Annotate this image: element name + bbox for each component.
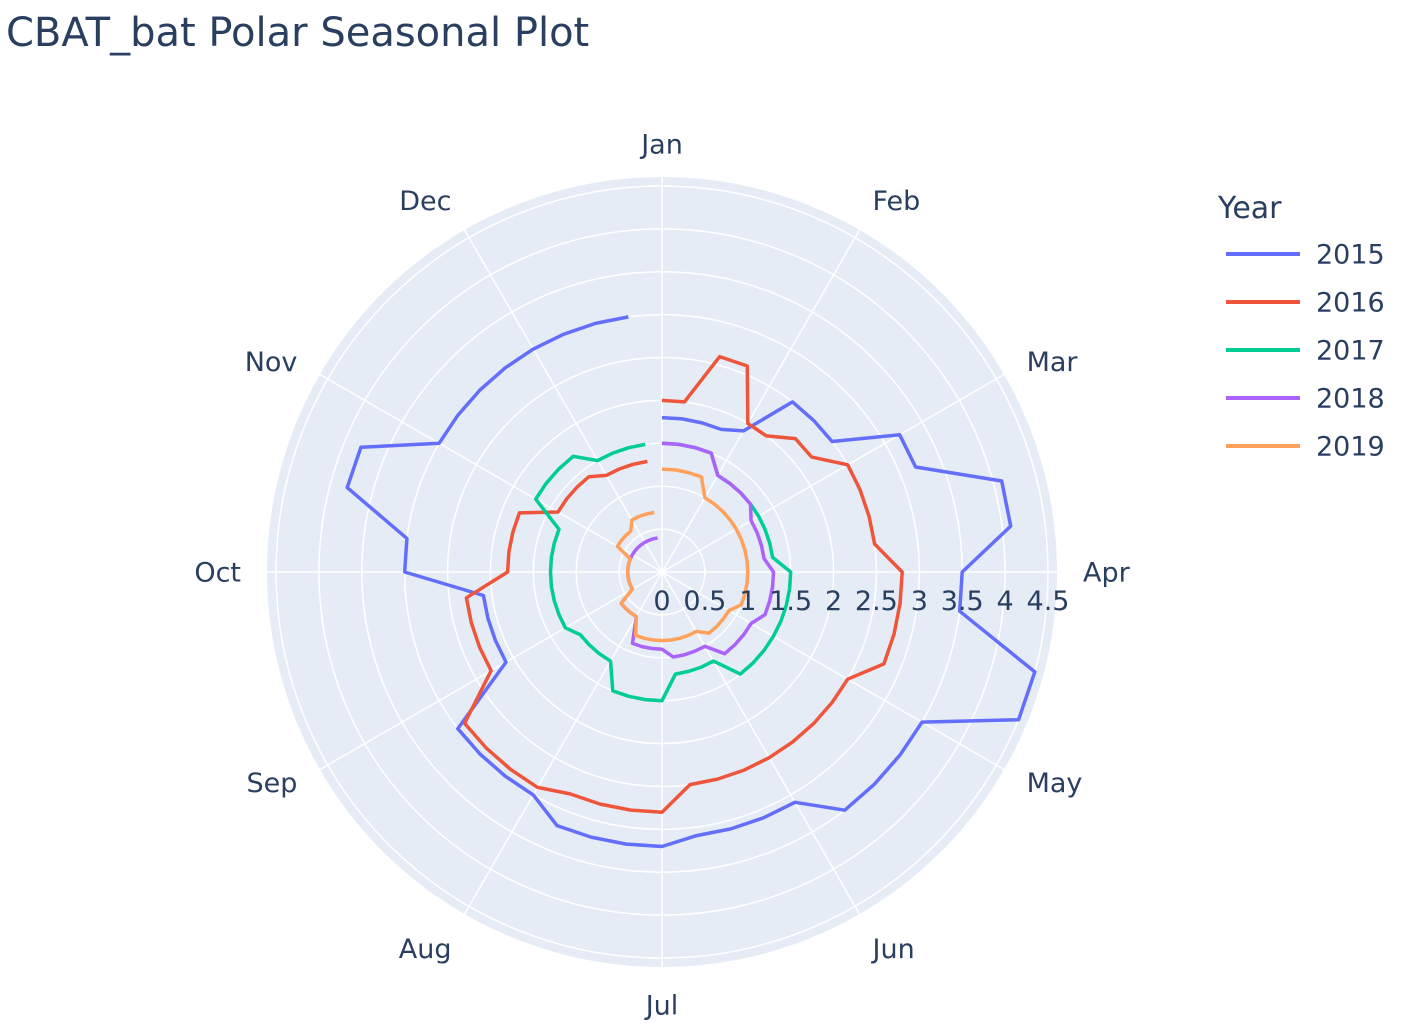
angular-tick-label: Jul bbox=[644, 991, 679, 1022]
legend-item-2018[interactable]: 2018 bbox=[1226, 384, 1385, 415]
radial-tick-label: 2.5 bbox=[855, 586, 898, 617]
radial-tick-label: 0.5 bbox=[683, 586, 726, 617]
radial-tick-label: 4 bbox=[997, 586, 1014, 617]
angular-tick-label: Oct bbox=[194, 557, 241, 588]
angular-tick-label: Aug bbox=[399, 934, 452, 965]
radial-axis-labels: 0 0.5 1 1.5 2 2.5 3 3.5 4 4.5 bbox=[653, 586, 1069, 617]
radial-tick-label: 1.5 bbox=[769, 586, 812, 617]
series-line-2017 bbox=[533, 441, 793, 703]
radial-tick-label: 1 bbox=[739, 586, 756, 617]
angular-tick-label: Feb bbox=[873, 186, 921, 217]
legend-item-2015[interactable]: 2015 bbox=[1226, 240, 1385, 271]
angular-tick-label: Dec bbox=[399, 186, 451, 217]
radial-tick-label: 3 bbox=[911, 586, 928, 617]
legend[interactable]: Year 2015 2016 2017 2018 2019 bbox=[1217, 191, 1385, 463]
angular-gridline bbox=[463, 229, 663, 573]
angular-tick-label: May bbox=[1027, 768, 1083, 799]
angular-gridline bbox=[661, 571, 861, 915]
angular-tick-label: Mar bbox=[1027, 347, 1079, 378]
chart-title: CBAT_bat Polar Seasonal Plot bbox=[6, 10, 590, 56]
angular-gridline bbox=[661, 229, 861, 573]
legend-title: Year bbox=[1217, 191, 1282, 226]
series-line-2019 bbox=[615, 467, 750, 643]
polar-series-group bbox=[345, 315, 1037, 849]
angular-gridline bbox=[661, 373, 1005, 573]
legend-label: 2018 bbox=[1316, 384, 1385, 415]
series-line-2016 bbox=[462, 354, 904, 814]
legend-label: 2016 bbox=[1316, 288, 1385, 319]
legend-label: 2015 bbox=[1316, 240, 1385, 271]
angular-tick-label: Nov bbox=[245, 347, 298, 378]
polar-grid bbox=[267, 177, 1057, 967]
angular-gridline bbox=[463, 571, 663, 915]
series-line-2015 bbox=[345, 315, 1037, 849]
legend-label: 2019 bbox=[1316, 432, 1385, 463]
legend-label: 2017 bbox=[1316, 336, 1385, 367]
angular-tick-label: Jan bbox=[639, 130, 683, 161]
angular-gridline bbox=[319, 373, 663, 573]
angular-axis-labels: Jan Feb Mar Apr May Jun Jul Aug Sep Oct Nov Dec bbox=[194, 130, 1130, 1022]
radial-tick-label: 2 bbox=[825, 586, 842, 617]
radial-tick-label: 4.5 bbox=[1027, 586, 1070, 617]
legend-item-2017[interactable]: 2017 bbox=[1226, 336, 1385, 367]
legend-item-2019[interactable]: 2019 bbox=[1226, 432, 1385, 463]
angular-tick-label: Sep bbox=[247, 768, 298, 799]
legend-item-2016[interactable]: 2016 bbox=[1226, 288, 1385, 319]
angular-tick-label: Jun bbox=[871, 934, 915, 965]
angular-gridline bbox=[661, 571, 1005, 771]
radial-tick-label: 0 bbox=[653, 586, 670, 617]
angular-tick-label: Apr bbox=[1083, 557, 1131, 588]
radial-tick-label: 3.5 bbox=[941, 586, 984, 617]
